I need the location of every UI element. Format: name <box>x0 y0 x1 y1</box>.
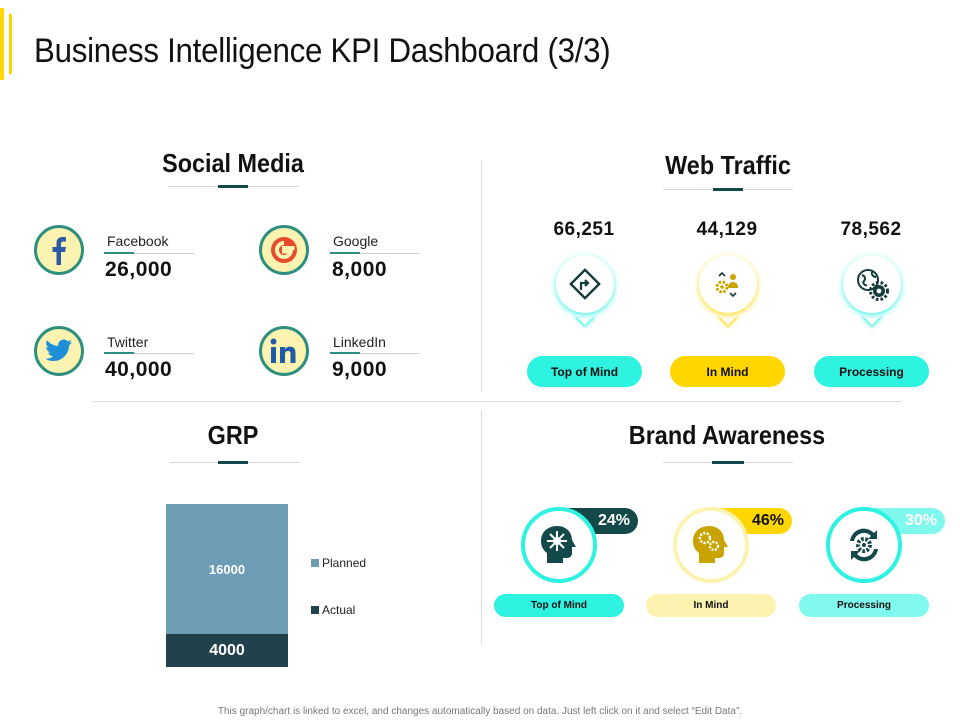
road-sign-icon <box>556 255 614 313</box>
title-accent-bar <box>0 8 4 80</box>
legend-swatch-actual <box>311 606 319 614</box>
google-value: 8,000 <box>332 258 388 281</box>
facebook-label: Facebook <box>107 233 169 249</box>
google-label: Google <box>333 233 379 249</box>
facebook-line-accent <box>104 252 134 254</box>
footer-note: This graph/chart is linked to excel, and… <box>217 706 743 717</box>
person-gears-icon <box>699 255 757 313</box>
linkedin-line-accent <box>330 352 360 354</box>
brand-awareness-title-accent <box>712 461 744 464</box>
legend-swatch-planned <box>311 559 319 567</box>
social-media-title-accent <box>218 185 248 188</box>
social-media-title: Social Media <box>162 148 304 178</box>
grp-bar-actual: 4000 <box>166 634 288 667</box>
pill-processing: Processing <box>814 356 929 387</box>
pill-ba-top-of-mind: Top of Mind <box>494 594 624 617</box>
google-line-accent <box>330 252 360 254</box>
google-icon <box>259 225 309 275</box>
pill-ba-processing: Processing <box>799 594 929 617</box>
divider-horizontal <box>92 401 902 402</box>
page-title: Business Intelligence KPI Dashboard (3/3… <box>34 32 611 70</box>
brand-awareness-title: Brand Awareness <box>628 420 826 450</box>
grp-title-accent <box>218 461 248 464</box>
legend-label-planned: Planned <box>322 556 367 570</box>
facebook-line <box>104 253 194 254</box>
twitter-label: Twitter <box>107 334 149 350</box>
web-traffic-title-accent <box>713 188 743 191</box>
twitter-value: 40,000 <box>105 358 173 381</box>
pill-ba-in-mind: In Mind <box>646 594 776 617</box>
google-line <box>330 253 420 254</box>
twitter-line-accent <box>104 352 134 354</box>
web-traffic-value-top-of-mind: 66,251 <box>553 219 615 240</box>
grp-title: GRP <box>207 420 259 450</box>
gear-cycle-icon <box>826 507 902 583</box>
divider-vertical-top <box>481 160 482 392</box>
facebook-value: 26,000 <box>105 258 173 281</box>
pill-in-mind: In Mind <box>670 356 785 387</box>
title-accent-bar-secondary <box>9 14 12 74</box>
web-traffic-value-in-mind: 44,129 <box>696 219 758 240</box>
linkedin-label: LinkedIn <box>333 334 386 350</box>
legend-label-actual: Actual <box>322 603 356 617</box>
linkedin-icon <box>259 326 309 376</box>
twitter-icon <box>34 326 84 376</box>
linkedin-value: 9,000 <box>332 358 388 381</box>
linkedin-line <box>330 353 420 354</box>
grp-bar-planned: 16000 <box>166 504 288 634</box>
globe-gear-icon <box>843 255 901 313</box>
divider-vertical-bottom <box>481 410 482 645</box>
head-burst-icon <box>521 507 597 583</box>
facebook-icon <box>34 225 84 275</box>
web-traffic-title: Web Traffic <box>665 150 791 180</box>
twitter-line <box>104 353 194 354</box>
web-traffic-value-processing: 78,562 <box>840 219 902 240</box>
pill-top-of-mind: Top of Mind <box>527 356 642 387</box>
head-gears-icon <box>673 507 749 583</box>
